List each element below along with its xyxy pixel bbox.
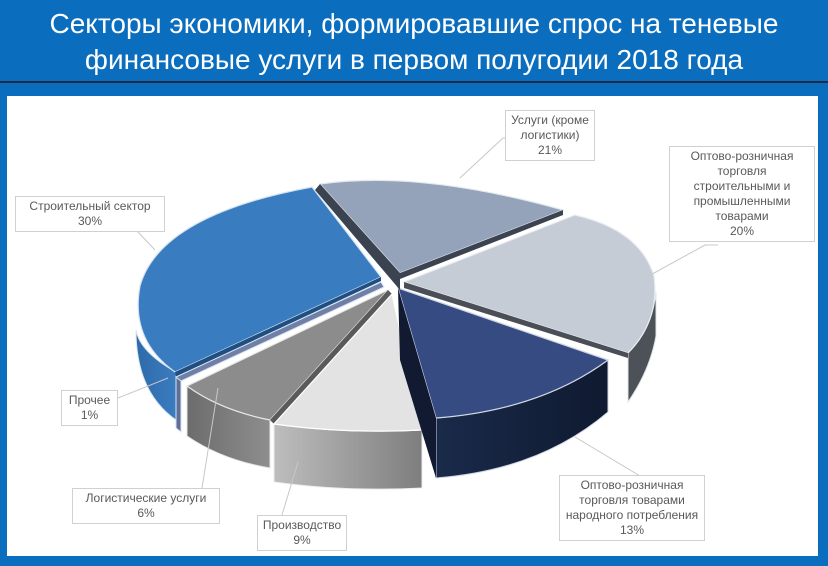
label-wholesale-consumer: Оптово-розничная торговля товарами народ…	[559, 475, 705, 541]
label-value: 13%	[619, 523, 645, 537]
label-logistics: Логистические услуги 6%	[72, 488, 220, 524]
slice-services	[315, 179, 565, 290]
label-text: народного потребления	[565, 508, 699, 522]
label-text: промышленными	[693, 194, 791, 208]
label-text: Производство	[262, 518, 342, 532]
chart-title: Секторы экономики, формировавшие спрос н…	[0, 0, 828, 82]
label-text: торговля	[717, 164, 767, 178]
label-text: торговля товарами	[579, 493, 685, 507]
label-text: Строительный сектор	[29, 199, 151, 213]
label-text: Оптово-розничная	[580, 478, 684, 492]
label-text: Оптово-розничная	[690, 149, 794, 163]
label-value: 1%	[80, 408, 99, 422]
slice-logistics	[185, 289, 392, 469]
label-services: Услуги (кроме логистики) 21%	[505, 110, 595, 161]
label-manufacturing: Производство 9%	[257, 515, 347, 551]
label-wholesale-industrial: Оптово-розничная торговля строительными …	[669, 146, 815, 242]
title-divider	[0, 81, 828, 83]
label-value: 30%	[77, 214, 103, 228]
label-text: Услуги (кроме	[511, 113, 589, 127]
title-line-1: Секторы экономики, формировавшие спрос н…	[49, 8, 779, 39]
label-value: 20%	[729, 224, 755, 238]
label-value: 21%	[537, 143, 563, 157]
slice-wholesale-consumer	[397, 287, 610, 479]
slice-wholesale-industrial	[402, 214, 657, 404]
slice-other	[175, 281, 385, 434]
slice-manufacturing	[272, 292, 423, 490]
label-text: Прочее	[68, 393, 111, 407]
title-line-2: финансовые услуги в первом полугодии 201…	[84, 44, 744, 75]
label-other: Прочее 1%	[61, 390, 118, 426]
label-text: логистики)	[520, 128, 580, 142]
label-construction: Строительный сектор 30%	[15, 196, 165, 232]
label-text: Логистические услуги	[85, 491, 207, 505]
label-text: строительными и	[693, 179, 791, 193]
label-text: товарами	[715, 209, 769, 223]
label-value: 9%	[293, 533, 311, 547]
slice-construction	[135, 186, 382, 421]
label-value: 6%	[137, 506, 155, 520]
